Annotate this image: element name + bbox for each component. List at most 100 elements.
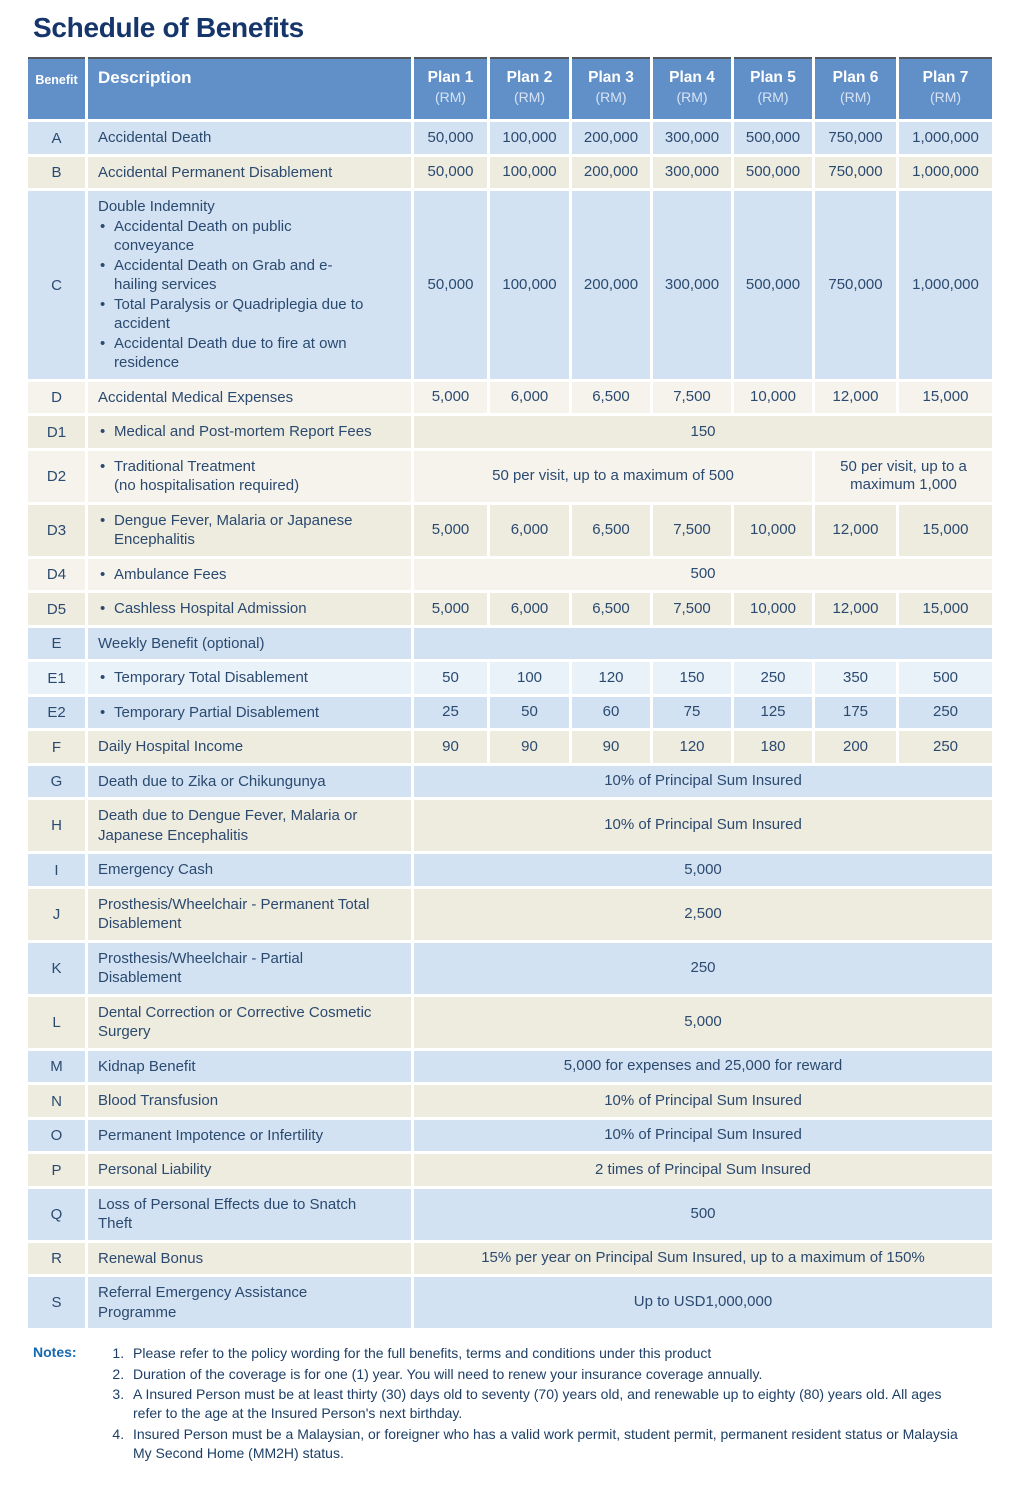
- benefit-value: 7,500: [650, 590, 734, 628]
- benefit-value: 15,000: [896, 590, 995, 628]
- table-header-row: Benefit Description Plan 1 (RM) Plan 2 (RM)…: [25, 57, 995, 123]
- benefit-value: 250: [731, 659, 815, 697]
- benefit-code: E: [25, 624, 88, 663]
- table-row-o: O Permanent Impotence or Infertility 10% o…: [25, 1116, 995, 1155]
- benefit-description: Dengue Fever, Malaria or Japanese Enceph…: [85, 501, 414, 559]
- benefit-description: Accidental Permanent Disablement: [85, 153, 414, 192]
- description-text: Medical and Post-mortem Report Fees: [98, 422, 373, 442]
- benefit-value: 500,000: [731, 153, 815, 192]
- note-item: Insured Person must be a Malaysian, or f…: [128, 1425, 973, 1464]
- notes-list: Please refer to the policy wording for t…: [107, 1344, 973, 1464]
- plan-name-label: Plan 2: [506, 69, 553, 86]
- benefit-value: 6,000: [487, 501, 572, 559]
- plan-unit-label: (RM): [513, 89, 546, 106]
- table-row-d: D Accidental Medical Expenses 5,000 6,000 6,…: [25, 378, 995, 417]
- benefit-description: Emergency Cash: [85, 851, 414, 889]
- benefit-description: Temporary Total Disablement: [85, 659, 414, 697]
- benefit-description: Ambulance Fees: [85, 555, 414, 594]
- description-text: Death due to Dengue Fever, Malaria or Ja…: [98, 807, 358, 844]
- table-row-q: Q Loss of Personal Effects due to Snatch …: [25, 1185, 995, 1243]
- benefit-value: Up to USD1,000,000: [411, 1274, 995, 1332]
- table-row-d1: D1 Medical and Post-mortem Report Fees 150: [25, 413, 995, 451]
- benefit-value: 50,000: [411, 188, 490, 382]
- benefit-value: 6,000: [487, 590, 572, 628]
- benefit-value: 50: [487, 693, 572, 732]
- description-text: Accidental Permanent Disablement: [98, 163, 333, 181]
- description-text: Renewal Bonus: [98, 1249, 204, 1267]
- description-text: Weekly Benefit (optional): [98, 634, 265, 652]
- note-item: Duration of the coverage is for one (1) …: [128, 1365, 973, 1384]
- description-text: Traditional Treatment: [98, 457, 373, 477]
- description-text: Emergency Cash: [98, 861, 214, 879]
- benefit-code: Q: [25, 1185, 88, 1243]
- benefit-description: Temporary Partial Disablement: [85, 693, 414, 732]
- benefit-code: K: [25, 939, 88, 997]
- description-text: Loss of Personal Effects due to Snatch T…: [98, 1195, 357, 1233]
- plan-name-label: Plan 6: [832, 69, 879, 86]
- benefit-value: 12,000: [812, 590, 899, 628]
- benefit-value: 300,000: [650, 119, 734, 157]
- description-text: Accidental Death: [98, 129, 212, 147]
- header-benefit: Benefit: [25, 57, 88, 123]
- benefit-value: 15,000: [896, 501, 995, 559]
- benefit-value: 2 times of Principal Sum Insured: [411, 1151, 995, 1189]
- benefit-value: 10,000: [731, 590, 815, 628]
- table-row-m: M Kidnap Benefit 5,000 for expenses and 25…: [25, 1047, 995, 1086]
- header-plan-5: Plan 5 (RM): [731, 57, 815, 123]
- benefit-value: 750,000: [812, 119, 899, 157]
- benefit-value: 1,000,000: [896, 119, 995, 157]
- benefit-value: 10% of Principal Sum Insured: [411, 1082, 995, 1120]
- benefit-value: 200,000: [569, 188, 653, 382]
- plan-unit-label: (RM): [929, 89, 962, 106]
- benefit-value: 5,000: [411, 590, 490, 628]
- header-plan-4: Plan 4 (RM): [650, 57, 734, 123]
- benefit-code: L: [25, 993, 88, 1051]
- description-text: Death due to Zika or Chikungunya: [98, 772, 326, 790]
- benefit-code: D4: [25, 555, 88, 594]
- benefit-description: Death due to Zika or Chikungunya: [85, 762, 414, 801]
- benefit-value: 250: [896, 693, 995, 732]
- table-row-s: S Referral Emergency Assistance Programme…: [25, 1274, 995, 1332]
- benefit-value: 200,000: [569, 153, 653, 192]
- benefit-value: 10% of Principal Sum Insured: [411, 797, 995, 855]
- benefit-value: 75: [650, 693, 734, 732]
- benefit-value: 250: [411, 939, 995, 997]
- benefit-description: Referral Emergency Assistance Programme: [85, 1274, 414, 1332]
- description-text: Blood Transfusion: [98, 1092, 219, 1110]
- plan-unit-label: (RM): [839, 89, 872, 106]
- table-row-n: N Blood Transfusion 10% of Principal Sum I…: [25, 1082, 995, 1120]
- benefit-description: Accidental Death: [85, 119, 414, 157]
- header-plan-6: Plan 6 (RM): [812, 57, 899, 123]
- benefit-value: 12,000: [812, 378, 899, 417]
- benefit-description: Renewal Bonus: [85, 1239, 414, 1278]
- description-text: Ambulance Fees: [98, 565, 373, 585]
- description-text: Accidental Medical Expenses: [98, 388, 294, 406]
- benefit-value: 125: [731, 693, 815, 732]
- table-row-e1: E1 Temporary Total Disablement 50100120150…: [25, 659, 995, 697]
- description-bullet: Accidental Death on Grab and e-hailing s…: [98, 256, 373, 295]
- benefit-value: 7,500: [650, 501, 734, 559]
- table-row-g: G Death due to Zika or Chikungunya 10% of …: [25, 762, 995, 801]
- benefit-value: 6,000: [487, 378, 572, 417]
- table-row-a: A Accidental Death 50,000 100,000 200,000 300…: [25, 119, 995, 157]
- benefit-value: 25: [411, 693, 490, 732]
- benefit-code: P: [25, 1151, 88, 1189]
- benefit-description: Prosthesis/Wheelchair - Permanent Total …: [85, 885, 414, 943]
- benefit-value: 10% of Principal Sum Insured: [411, 762, 995, 801]
- description-text: Temporary Partial Disablement: [98, 703, 373, 723]
- table-row-d2: D2Traditional Treatment(no hospitalisati…: [25, 447, 995, 505]
- benefit-value: 100,000: [487, 153, 572, 192]
- benefit-code: E2: [25, 693, 88, 732]
- benefit-value: 150: [411, 413, 995, 451]
- benefit-description: Kidnap Benefit: [85, 1047, 414, 1086]
- description-text: Kidnap Benefit: [98, 1057, 196, 1075]
- benefit-value: 5,000: [411, 851, 995, 889]
- plan-name-label: Plan 5: [750, 69, 796, 86]
- table-row-l: L Dental Correction or Corrective Cosmeti…: [25, 993, 995, 1051]
- benefit-value: 15% per year on Principal Sum Insured, u…: [411, 1239, 995, 1278]
- table-row-j: J Prosthesis/Wheelchair - Permanent Total…: [25, 885, 995, 943]
- benefit-value: 100: [487, 659, 572, 697]
- benefit-code: S: [25, 1274, 88, 1332]
- benefit-value: 300,000: [650, 153, 734, 192]
